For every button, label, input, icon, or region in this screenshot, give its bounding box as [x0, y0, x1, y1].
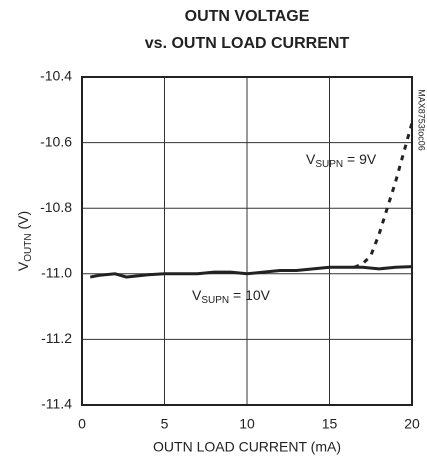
y-tick-label: -10.4	[40, 68, 72, 84]
chart-title: OUTN VOLTAGE	[185, 8, 310, 25]
label-sub: SUPN	[315, 159, 343, 170]
plot-frame	[81, 76, 413, 406]
chart-title: vs. OUTN LOAD CURRENT	[145, 35, 350, 52]
y-tick-label: -10.6	[40, 133, 72, 149]
series-line	[353, 122, 414, 269]
y-tick-label: -10.8	[40, 199, 72, 215]
label-sub: SUPN	[201, 295, 229, 306]
label-rest: (V)	[15, 211, 31, 234]
label-rest: = 10V	[229, 287, 271, 303]
series-line	[89, 265, 413, 279]
label-rest: = 9V	[343, 151, 377, 167]
x-tick-label: 10	[239, 416, 255, 432]
side-note: MAX8753toc06	[417, 89, 427, 151]
y-tick-label: -11.4	[41, 396, 72, 412]
x-tick-label: 20	[404, 416, 420, 432]
y-tick-label: -11.2	[41, 330, 72, 346]
rich-label: VSUPN = 10V	[192, 287, 271, 306]
x-tick-label: 15	[322, 416, 338, 432]
x-axis-label: OUTN LOAD CURRENT (mA)	[153, 439, 341, 455]
label-main: V	[192, 287, 202, 303]
y-tick-label: -11.0	[41, 265, 72, 281]
label-sub: OUTN	[23, 233, 34, 261]
rich-label: VSUPN = 9V	[306, 151, 377, 170]
label-main: V	[15, 261, 31, 271]
x-tick-label: 0	[78, 416, 86, 432]
rich-label: VOUTN (V)	[15, 211, 34, 271]
x-tick-label: 5	[161, 416, 169, 432]
label-main: V	[306, 151, 316, 167]
